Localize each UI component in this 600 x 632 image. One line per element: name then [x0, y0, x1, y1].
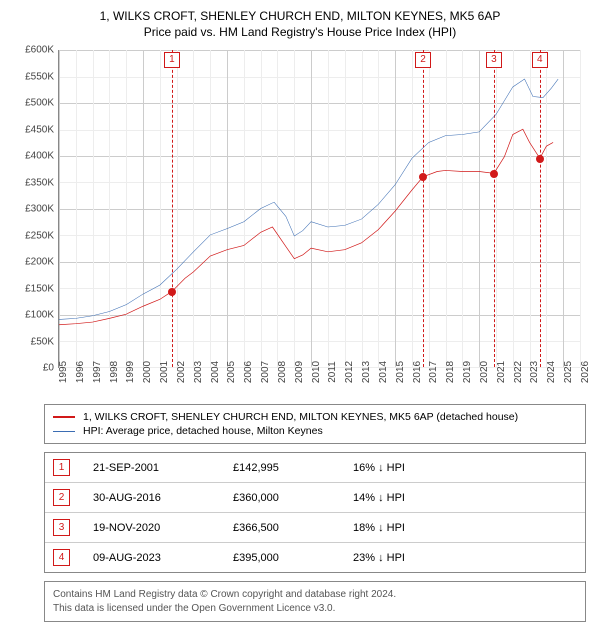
y-tick-label: £100K: [25, 310, 54, 321]
sale-badge: 4: [53, 549, 70, 566]
legend-swatch-hpi: [53, 431, 75, 432]
y-tick-label: £300K: [25, 204, 54, 215]
attribution-line-1: Contains HM Land Registry data © Crown c…: [53, 588, 577, 602]
sales-row: 2 30-AUG-2016£360,00014% ↓ HPI: [45, 482, 585, 512]
y-tick-label: £200K: [25, 257, 54, 268]
sale-date: 09-AUG-2023: [93, 552, 233, 564]
series-lines: [59, 50, 580, 367]
sales-table: 1 21-SEP-2001£142,99516% ↓ HPI 2 30-AUG-201…: [44, 452, 586, 573]
y-tick-label: £0: [43, 363, 54, 374]
sale-delta: 18% ↓ HPI: [353, 522, 577, 534]
y-tick-label: £550K: [25, 71, 54, 82]
sale-price: £360,000: [233, 492, 353, 504]
legend: 1, WILKS CROFT, SHENLEY CHURCH END, MILT…: [44, 404, 586, 444]
sale-price: £395,000: [233, 552, 353, 564]
title-line-1: 1, WILKS CROFT, SHENLEY CHURCH END, MILT…: [10, 8, 590, 24]
y-tick-label: £50K: [31, 336, 54, 347]
vgrid: [580, 50, 581, 367]
sale-marker-box: 3: [486, 52, 502, 68]
y-tick-label: £250K: [25, 230, 54, 241]
sales-row: 4 09-AUG-2023£395,00023% ↓ HPI: [45, 542, 585, 572]
sales-row: 3 19-NOV-2020£366,50018% ↓ HPI: [45, 512, 585, 542]
sale-date: 30-AUG-2016: [93, 492, 233, 504]
sale-marker-box: 1: [164, 52, 180, 68]
sale-dot: [168, 288, 176, 296]
legend-row-property: 1, WILKS CROFT, SHENLEY CHURCH END, MILT…: [53, 410, 577, 424]
sale-delta: 23% ↓ HPI: [353, 552, 577, 564]
attribution: Contains HM Land Registry data © Crown c…: [44, 581, 586, 622]
sale-delta: 14% ↓ HPI: [353, 492, 577, 504]
sales-row: 1 21-SEP-2001£142,99516% ↓ HPI: [45, 453, 585, 482]
y-tick-label: £450K: [25, 124, 54, 135]
y-tick-label: £350K: [25, 177, 54, 188]
sale-marker-box: 2: [415, 52, 431, 68]
series-hpi: [59, 79, 558, 319]
sale-delta: 16% ↓ HPI: [353, 462, 577, 474]
chart: 1 2 3 4 £0 £50K £100K £150K £200K £250K £300K £350…: [10, 46, 590, 396]
y-tick-label: £150K: [25, 283, 54, 294]
sale-dot: [490, 170, 498, 178]
y-tick-label: £600K: [25, 45, 54, 56]
sale-price: £366,500: [233, 522, 353, 534]
plot-area: 1 2 3 4: [58, 50, 580, 368]
y-tick-label: £400K: [25, 151, 54, 162]
x-tick-label: 2026: [580, 361, 600, 383]
sale-badge: 2: [53, 489, 70, 506]
sale-marker-box: 4: [532, 52, 548, 68]
legend-label-hpi: HPI: Average price, detached house, Milt…: [83, 425, 323, 437]
title-line-2: Price paid vs. HM Land Registry's House …: [10, 24, 590, 40]
sale-dot: [419, 173, 427, 181]
legend-swatch-property: [53, 416, 75, 418]
y-tick-label: £500K: [25, 98, 54, 109]
sale-badge: 3: [53, 519, 70, 536]
sale-date: 19-NOV-2020: [93, 522, 233, 534]
chart-title-block: 1, WILKS CROFT, SHENLEY CHURCH END, MILT…: [10, 8, 590, 40]
legend-row-hpi: HPI: Average price, detached house, Milt…: [53, 424, 577, 438]
legend-label-property: 1, WILKS CROFT, SHENLEY CHURCH END, MILT…: [83, 411, 518, 423]
sale-badge: 1: [53, 459, 70, 476]
sale-dot: [536, 155, 544, 163]
sale-date: 21-SEP-2001: [93, 462, 233, 474]
attribution-line-2: This data is licensed under the Open Gov…: [53, 602, 577, 616]
sale-price: £142,995: [233, 462, 353, 474]
